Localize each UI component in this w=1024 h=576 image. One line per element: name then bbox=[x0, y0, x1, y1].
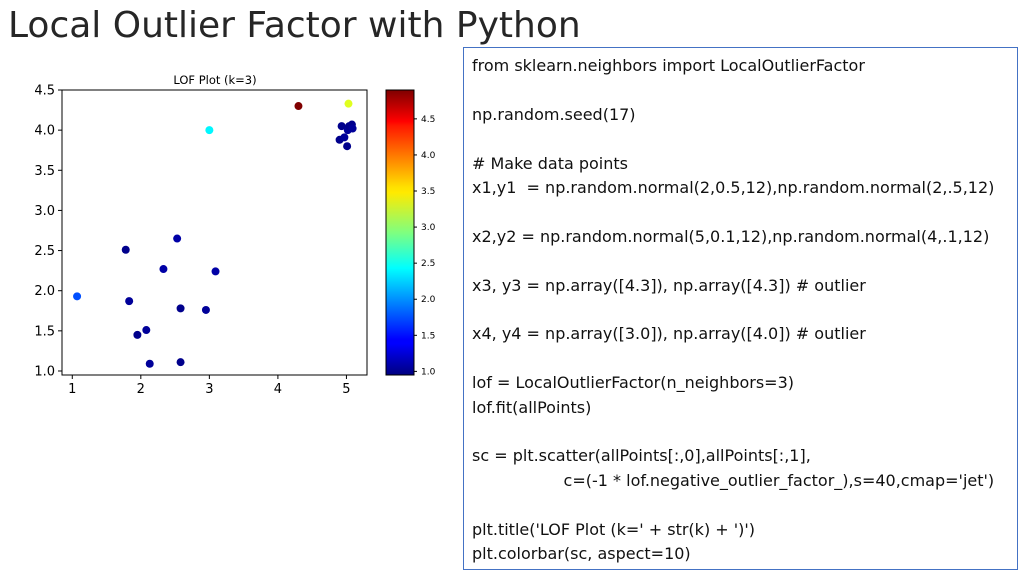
x-axis: 1 2 3 4 5 bbox=[68, 375, 351, 397]
code-line: # Make data points bbox=[472, 153, 628, 173]
colorbar bbox=[385, 89, 415, 376]
code-line: lof = LocalOutlierFactor(n_neighbors=3) bbox=[472, 373, 795, 393]
colorbar-axis: 1.0 1.5 2.0 2.5 3.0 3.5 4.0 4.5 bbox=[414, 115, 436, 377]
y-tick-label: 2.5 bbox=[34, 244, 55, 259]
data-point bbox=[121, 245, 130, 254]
code-line: x2,y2 = np.random.normal(5,0.1,12),np.ra… bbox=[472, 226, 990, 246]
lof-scatter-chart: LOF Plot (k=3) 1 2 3 4 5 1.0 1.5 2.0 2.5 3.0 3.5 4… bbox=[34, 73, 436, 397]
y-tick-label: 2.0 bbox=[34, 284, 55, 299]
x-tick-label: 1 bbox=[68, 382, 76, 397]
data-point bbox=[159, 265, 168, 274]
code-line bbox=[472, 420, 1013, 444]
code-line: from sklearn.neighbors import LocalOutli… bbox=[472, 56, 865, 75]
data-point bbox=[145, 359, 154, 368]
colorbar-tick-label: 2.5 bbox=[421, 259, 435, 269]
colorbar-tick-label: 3.5 bbox=[421, 187, 435, 197]
data-point bbox=[176, 304, 185, 313]
scatter-points bbox=[73, 99, 357, 368]
code-box: from sklearn.neighbors import LocalOutli… bbox=[463, 47, 1018, 570]
data-point bbox=[133, 330, 142, 339]
data-point bbox=[340, 133, 349, 142]
code-line: c=(-1 * lof.negative_outlier_factor_),s=… bbox=[472, 470, 995, 490]
code-line bbox=[472, 347, 1013, 371]
code-line: sc = plt.scatter(allPoints[:,0],allPoint… bbox=[472, 446, 811, 466]
y-tick-label: 1.0 bbox=[34, 364, 55, 379]
code-line: x3, y3 = np.array([4.3]), np.array([4.3]… bbox=[472, 275, 866, 295]
plot-frame bbox=[61, 89, 368, 376]
data-point bbox=[125, 297, 134, 306]
colorbar-tick-label: 4.5 bbox=[421, 115, 435, 125]
data-point bbox=[176, 358, 185, 367]
data-point bbox=[348, 124, 357, 133]
x-tick-label: 2 bbox=[137, 382, 145, 397]
colorbar-tick-label: 2.0 bbox=[421, 295, 436, 305]
x-tick-label: 5 bbox=[342, 382, 350, 397]
code-listing: from sklearn.neighbors import LocalOutli… bbox=[472, 54, 1013, 566]
data-point bbox=[201, 305, 210, 314]
y-tick-label: 4.5 bbox=[34, 84, 55, 99]
data-point bbox=[205, 126, 214, 135]
y-tick-label: 3.5 bbox=[34, 164, 55, 179]
y-axis: 1.0 1.5 2.0 2.5 3.0 3.5 4.0 4.5 bbox=[34, 84, 62, 379]
code-line: np.random.seed(17) bbox=[472, 104, 636, 124]
colorbar-tick-label: 3.0 bbox=[421, 223, 436, 233]
plot-title: LOF Plot (k=3) bbox=[173, 73, 256, 87]
code-line bbox=[472, 127, 1013, 151]
code-line: x4, y4 = np.array([3.0]), np.array([4.0]… bbox=[472, 324, 866, 344]
data-point bbox=[294, 102, 303, 111]
data-point bbox=[142, 326, 151, 335]
code-line bbox=[472, 249, 1013, 273]
code-line: plt.title('LOF Plot (k=' + str(k) + ')') bbox=[472, 519, 756, 539]
data-point bbox=[211, 267, 220, 276]
y-tick-label: 4.0 bbox=[34, 124, 55, 139]
colorbar-tick-label: 1.5 bbox=[421, 331, 435, 341]
code-line: x1,y1 = np.random.normal(2,0.5,12),np.ra… bbox=[472, 178, 995, 197]
data-point bbox=[337, 122, 346, 131]
code-line: plt.colorbar(sc, aspect=10) bbox=[472, 544, 691, 563]
colorbar-tick-label: 4.0 bbox=[421, 151, 436, 161]
data-point bbox=[173, 234, 182, 243]
code-line bbox=[472, 298, 1013, 322]
code-line bbox=[472, 493, 1013, 517]
y-tick-label: 1.5 bbox=[34, 324, 55, 339]
data-point bbox=[343, 142, 352, 151]
data-point bbox=[344, 99, 353, 108]
code-line bbox=[472, 200, 1013, 224]
y-tick-label: 3.0 bbox=[34, 204, 55, 219]
x-tick-label: 3 bbox=[205, 382, 213, 397]
slide-title: Local Outlier Factor with Python bbox=[8, 5, 581, 46]
code-line: lof.fit(allPoints) bbox=[472, 397, 592, 417]
data-point bbox=[73, 292, 82, 301]
x-tick-label: 4 bbox=[274, 382, 282, 397]
code-line bbox=[472, 78, 1013, 102]
colorbar-tick-label: 1.0 bbox=[421, 367, 436, 377]
